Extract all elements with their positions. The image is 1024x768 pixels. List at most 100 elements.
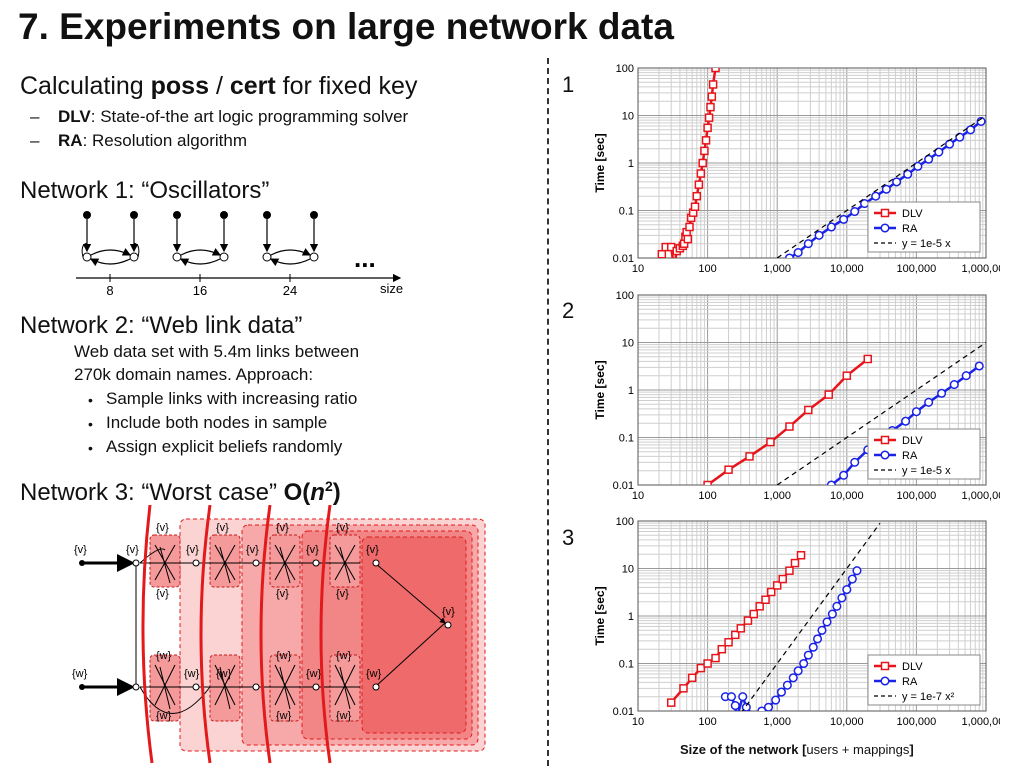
- data-point-square: [717, 644, 727, 654]
- y-tick-label: 0.1: [619, 659, 634, 671]
- data-point-square: [703, 659, 712, 668]
- data-point-square: [700, 146, 709, 156]
- data-point-circle: [839, 214, 849, 224]
- data-point-square: [671, 265, 678, 272]
- plot-number: 3: [562, 525, 575, 550]
- network2-bullet: • Sample links with increasing ratio: [88, 389, 357, 409]
- y-tick-label: 10: [622, 338, 634, 350]
- data-point-circle: [782, 680, 792, 690]
- plot-frame: [637, 67, 987, 259]
- label-v: {v}: [74, 544, 87, 556]
- intro-suffix: for fixed key: [275, 72, 418, 100]
- data-point-square: [704, 113, 714, 122]
- data-point-circle: [776, 687, 786, 697]
- x-tick-label: 10: [632, 716, 644, 728]
- data-point-circle: [822, 617, 832, 627]
- legend-label: RA: [902, 676, 918, 688]
- y-tick-label: 0.01: [613, 253, 634, 265]
- y-tick-label: 10: [622, 111, 634, 123]
- data-point-circle: [817, 625, 827, 635]
- x-tick-label: 1,000,000: [962, 490, 1000, 502]
- data-point-circle: [784, 253, 795, 258]
- data-point-circle: [911, 407, 921, 417]
- label-v: {v}: [126, 544, 139, 556]
- data-point-circle: [826, 222, 836, 232]
- y-axis-label: Time [sec]: [593, 586, 607, 645]
- label-w: {w}: [72, 668, 88, 680]
- legend-label: y = 1e-5 x: [902, 465, 951, 477]
- dash-marker: –: [30, 107, 40, 126]
- y-tick-label: 1: [628, 611, 634, 623]
- data-point-circle: [924, 154, 934, 164]
- label-v: {v}: [156, 588, 169, 600]
- x-tick-label: 1,000,000: [962, 716, 1000, 728]
- network2-bullet: • Include both nodes in sample: [88, 413, 327, 433]
- data-point-circle: [827, 609, 837, 619]
- data-point-square: [785, 566, 794, 575]
- data-point-square: [749, 609, 758, 619]
- x-tick-label: 1,000: [763, 263, 791, 275]
- x-tick-label: 10: [632, 263, 644, 275]
- data-point-square: [687, 673, 697, 683]
- intro-line: Calculating poss / cert for fixed key: [20, 72, 417, 101]
- x-tick-label: 10,000: [830, 263, 864, 275]
- cluster-boxes: [149, 534, 361, 722]
- intro-prefix: Calculating: [20, 72, 151, 100]
- data-point-circle: [730, 701, 740, 711]
- label-w: {w}: [336, 710, 352, 722]
- label-v: {v}: [276, 522, 289, 534]
- x-tick-label: 1,000: [763, 490, 791, 502]
- data-point-circle: [813, 634, 823, 644]
- slide-title: 7. Experiments on large network data: [18, 6, 674, 47]
- data-point-circle: [733, 715, 741, 723]
- legend-label: RA: [902, 223, 918, 235]
- data-point-circle: [826, 480, 836, 485]
- data-point-square: [703, 123, 712, 133]
- method-name: RA: [58, 131, 83, 150]
- data-point-square: [761, 595, 770, 604]
- data-point-circle: [763, 702, 774, 711]
- data-point-circle: [814, 230, 824, 240]
- label-w: {w}: [216, 668, 232, 680]
- complexity-o: O(: [283, 479, 311, 506]
- plot-number: 2: [562, 298, 575, 323]
- data-point-circle: [793, 666, 803, 676]
- method-desc: : State-of-the art logic programming sol…: [90, 107, 409, 126]
- method-name: DLV: [58, 107, 91, 126]
- data-point-square: [824, 390, 833, 399]
- bullet-dot: •: [88, 392, 93, 408]
- label-v: {v}: [366, 544, 379, 556]
- legend-label: DLV: [902, 208, 923, 220]
- data-point-circle: [788, 673, 798, 683]
- data-point-square: [679, 684, 688, 693]
- method-desc: : Resolution algorithm: [82, 131, 247, 150]
- data-point-circle: [945, 139, 955, 149]
- data-point-square: [778, 574, 787, 584]
- nodes: [132, 559, 452, 691]
- data-point-circle: [757, 706, 767, 711]
- data-point-square: [711, 653, 720, 663]
- y-tick-label: 100: [616, 63, 634, 75]
- data-point-circle: [937, 388, 947, 398]
- x-tick-label: 100: [698, 716, 716, 728]
- data-point-square: [724, 638, 733, 647]
- data-point-square: [707, 92, 717, 101]
- data-point-circle: [749, 712, 757, 720]
- x-tick-label: 10,000: [830, 716, 864, 728]
- label-v: {v}: [156, 522, 169, 534]
- oscillator-unit: [81, 211, 140, 267]
- data-point-circle: [738, 692, 748, 702]
- data-point-square: [652, 259, 659, 266]
- legend-label: y = 1e-5 x: [902, 238, 951, 250]
- worst-case-diagram: {v} {v} {v} {v} {v} {v} {v} {v} {v} {v} …: [72, 505, 486, 764]
- network2-heading: Network 2: “Web link data”: [20, 312, 303, 339]
- legend: DLV RA y = 1e-5 x: [867, 428, 981, 480]
- size-tick: 16: [193, 283, 207, 298]
- complexity-close: ): [332, 479, 341, 506]
- bullet-dot: •: [88, 440, 93, 456]
- network3-heading: Network 3: “Worst case” O(n2): [20, 478, 341, 507]
- y-tick-label: 0.01: [613, 706, 634, 718]
- intro-poss: poss: [150, 72, 209, 100]
- data-point-square: [842, 371, 852, 380]
- legend-label: RA: [902, 450, 918, 462]
